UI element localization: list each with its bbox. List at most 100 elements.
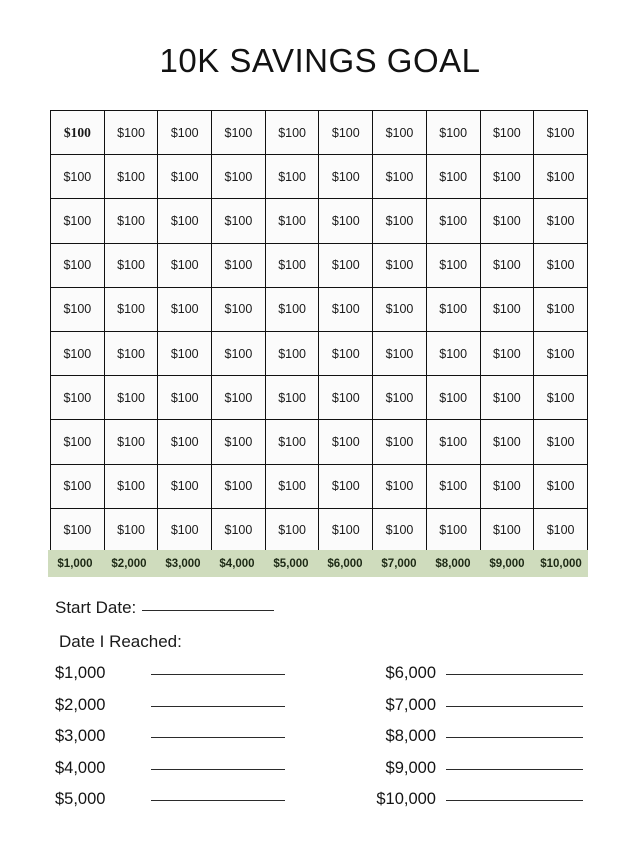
- savings-cell[interactable]: $100: [157, 419, 213, 465]
- savings-cell[interactable]: $100: [103, 109, 159, 156]
- savings-cell[interactable]: $100: [211, 242, 266, 288]
- savings-cell[interactable]: $100: [211, 507, 266, 553]
- savings-cell[interactable]: $100: [533, 286, 588, 332]
- savings-cell[interactable]: $100: [211, 198, 266, 244]
- savings-cell[interactable]: $100: [533, 242, 588, 288]
- savings-cell[interactable]: $100: [318, 154, 374, 200]
- savings-cell[interactable]: $100: [533, 330, 588, 377]
- savings-cell[interactable]: $100: [425, 109, 481, 156]
- savings-cell[interactable]: $100: [425, 286, 481, 332]
- savings-cell[interactable]: $100: [425, 242, 481, 288]
- savings-cell[interactable]: $100: [318, 463, 374, 509]
- savings-cell[interactable]: $100: [157, 198, 213, 244]
- savings-cell[interactable]: $100: [533, 419, 588, 465]
- savings-cell[interactable]: $100: [50, 109, 105, 156]
- savings-cell[interactable]: $100: [372, 330, 427, 377]
- savings-cell[interactable]: $100: [533, 375, 588, 421]
- savings-cell[interactable]: $100: [425, 375, 481, 421]
- savings-cell[interactable]: $100: [372, 198, 427, 244]
- savings-cell[interactable]: $100: [50, 286, 105, 332]
- savings-cell[interactable]: $100: [318, 242, 374, 288]
- savings-cell[interactable]: $100: [211, 419, 266, 465]
- savings-cell[interactable]: $100: [533, 463, 588, 509]
- milestone-date-input-line[interactable]: [151, 737, 285, 738]
- savings-cell[interactable]: $100: [479, 375, 535, 421]
- milestone-date-input-line[interactable]: [446, 674, 583, 675]
- savings-cell[interactable]: $100: [157, 242, 213, 288]
- savings-cell[interactable]: $100: [479, 286, 535, 332]
- savings-cell[interactable]: $100: [318, 198, 374, 244]
- savings-cell[interactable]: $100: [264, 286, 320, 332]
- savings-cell[interactable]: $100: [50, 463, 105, 509]
- savings-cell[interactable]: $100: [157, 286, 213, 332]
- savings-cell[interactable]: $100: [372, 154, 427, 200]
- milestone-date-input-line[interactable]: [446, 705, 583, 707]
- milestone-date-input-line[interactable]: [151, 705, 285, 707]
- savings-cell[interactable]: $100: [264, 463, 320, 509]
- savings-cell[interactable]: $100: [318, 375, 374, 421]
- savings-cell[interactable]: $100: [157, 375, 213, 421]
- savings-cell[interactable]: $100: [533, 154, 588, 200]
- savings-cell[interactable]: $100: [157, 109, 213, 156]
- milestone-date-input-line[interactable]: [151, 768, 285, 770]
- savings-cell[interactable]: $100: [103, 330, 159, 377]
- savings-cell[interactable]: $100: [50, 419, 105, 465]
- savings-cell[interactable]: $100: [425, 198, 481, 244]
- savings-cell[interactable]: $100: [264, 375, 320, 421]
- savings-cell[interactable]: $100: [103, 375, 159, 421]
- savings-cell[interactable]: $100: [264, 154, 320, 200]
- savings-cell[interactable]: $100: [50, 375, 105, 421]
- savings-cell[interactable]: $100: [425, 419, 481, 465]
- savings-cell[interactable]: $100: [50, 507, 105, 553]
- savings-cell[interactable]: $100: [211, 154, 266, 200]
- savings-cell[interactable]: $100: [479, 419, 535, 465]
- savings-cell[interactable]: $100: [103, 419, 159, 465]
- savings-cell[interactable]: $100: [157, 330, 213, 377]
- savings-cell[interactable]: $100: [318, 330, 374, 377]
- savings-cell[interactable]: $100: [211, 375, 266, 421]
- savings-cell[interactable]: $100: [50, 198, 105, 244]
- milestone-date-input-line[interactable]: [151, 800, 285, 801]
- milestone-date-input-line[interactable]: [446, 800, 583, 801]
- savings-cell[interactable]: $100: [50, 330, 105, 377]
- savings-cell[interactable]: $100: [479, 109, 535, 156]
- savings-cell[interactable]: $100: [533, 109, 588, 156]
- savings-cell[interactable]: $100: [372, 419, 427, 465]
- savings-cell[interactable]: $100: [103, 242, 159, 288]
- savings-cell[interactable]: $100: [264, 419, 320, 465]
- savings-cell[interactable]: $100: [372, 507, 427, 553]
- savings-cell[interactable]: $100: [372, 375, 427, 421]
- savings-cell[interactable]: $100: [372, 286, 427, 332]
- savings-cell[interactable]: $100: [425, 463, 481, 509]
- savings-cell[interactable]: $100: [157, 154, 213, 200]
- savings-cell[interactable]: $100: [425, 330, 481, 377]
- savings-cell[interactable]: $100: [372, 109, 427, 156]
- savings-cell[interactable]: $100: [479, 507, 535, 553]
- savings-cell[interactable]: $100: [533, 507, 588, 553]
- milestone-date-input-line[interactable]: [151, 674, 285, 675]
- savings-cell[interactable]: $100: [479, 242, 535, 288]
- savings-cell[interactable]: $100: [264, 507, 320, 553]
- savings-cell[interactable]: $100: [425, 507, 481, 553]
- savings-cell[interactable]: $100: [211, 463, 266, 509]
- milestone-date-input-line[interactable]: [446, 737, 583, 738]
- savings-cell[interactable]: $100: [264, 330, 320, 377]
- savings-cell[interactable]: $100: [425, 154, 481, 200]
- savings-cell[interactable]: $100: [103, 286, 159, 332]
- savings-cell[interactable]: $100: [103, 198, 159, 244]
- savings-cell[interactable]: $100: [318, 109, 374, 156]
- savings-cell[interactable]: $100: [211, 286, 266, 332]
- savings-cell[interactable]: $100: [479, 463, 535, 509]
- savings-cell[interactable]: $100: [264, 242, 320, 288]
- savings-cell[interactable]: $100: [103, 463, 159, 509]
- savings-cell[interactable]: $100: [264, 109, 320, 156]
- savings-cell[interactable]: $100: [318, 419, 374, 465]
- savings-cell[interactable]: $100: [318, 286, 374, 332]
- savings-cell[interactable]: $100: [372, 463, 427, 509]
- savings-cell[interactable]: $100: [103, 154, 159, 200]
- savings-cell[interactable]: $100: [264, 198, 320, 244]
- milestone-date-input-line[interactable]: [446, 768, 583, 770]
- savings-cell[interactable]: $100: [533, 198, 588, 244]
- savings-cell[interactable]: $100: [157, 507, 213, 553]
- savings-cell[interactable]: $100: [157, 463, 213, 509]
